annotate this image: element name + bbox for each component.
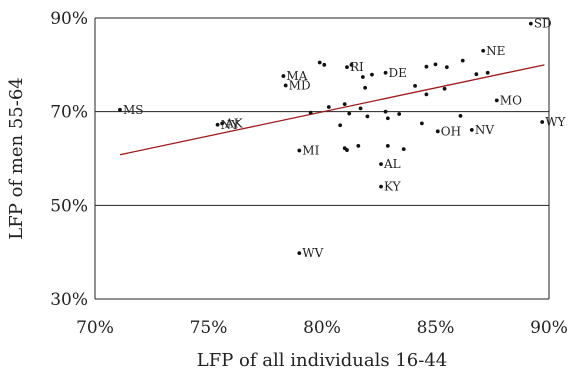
data-point [413,84,417,88]
data-point [442,86,447,91]
point-label: WY [545,115,566,129]
y-axis-title: LFP of men 55-64 [6,77,27,239]
data-point [118,107,122,112]
data-point [385,116,390,121]
point-label: MA [286,69,307,83]
data-point [365,114,370,119]
point-label: SD [534,17,552,31]
data-point [419,121,424,126]
x-tick-label: 90% [530,318,568,338]
point-label: MO [500,93,522,107]
point-label: WV [302,246,323,260]
x-axis-ticks: 70% 75% 80% 85% 90% [76,318,568,338]
data-point [401,147,406,152]
data-point [433,62,438,67]
point-label: KY [384,180,402,194]
x-tick-label: 85% [417,318,455,338]
data-point [338,123,343,128]
point-label: AL [383,157,401,171]
data-point [297,251,302,256]
data-point [215,122,220,127]
x-tick-label: 75% [190,318,228,338]
data-point [347,111,352,116]
data-point [444,65,449,70]
data-point [345,65,349,70]
y-tick-label: 90% [50,9,88,29]
data-point [370,72,374,77]
data-points [118,21,545,256]
y-tick-label: 50% [50,196,88,216]
point-label: NE [486,44,505,58]
y-tick-label: 30% [50,290,88,310]
point-label: MI [302,144,319,158]
data-point [326,105,331,109]
data-point [424,92,429,97]
data-point [458,113,463,118]
data-point [460,58,465,63]
point-label: AK [224,116,244,130]
data-point [474,72,479,77]
y-tick-label: 70% [50,103,88,123]
point-label: MS [123,103,144,117]
data-point [485,70,490,75]
data-point [435,129,440,134]
data-point [385,143,390,148]
data-point [345,148,349,152]
point-label: OH [441,124,461,138]
data-point [356,143,361,148]
data-point [469,128,474,132]
point-label: MD [289,78,311,92]
data-point [383,70,388,75]
y-axis-ticks: 30% 50% 70% 90% [50,9,88,310]
data-point [528,21,533,26]
data-point [317,60,322,65]
data-point [363,85,368,90]
data-point [424,64,429,69]
data-point [540,120,545,124]
trend-line [119,64,545,156]
data-point [379,162,383,167]
data-point [220,121,225,126]
x-tick-label: 70% [76,318,114,338]
data-point [358,106,363,111]
point-label: RI [350,60,364,74]
data-point [360,75,365,79]
data-point [322,62,327,67]
x-tick-label: 80% [303,318,341,338]
data-point [349,62,354,67]
data-point [481,48,486,53]
data-point [283,83,288,88]
x-axis-title: LFP of all individuals 16-44 [197,350,447,371]
data-point [308,110,313,115]
data-point [281,74,286,78]
point-label: DE [389,66,407,80]
data-point [494,98,499,103]
data-point [297,148,302,153]
point-label: NV [475,123,495,137]
data-point [342,102,347,107]
data-point [383,109,388,114]
data-point [397,112,402,116]
data-point [379,184,383,189]
point-label: NY [221,118,241,132]
